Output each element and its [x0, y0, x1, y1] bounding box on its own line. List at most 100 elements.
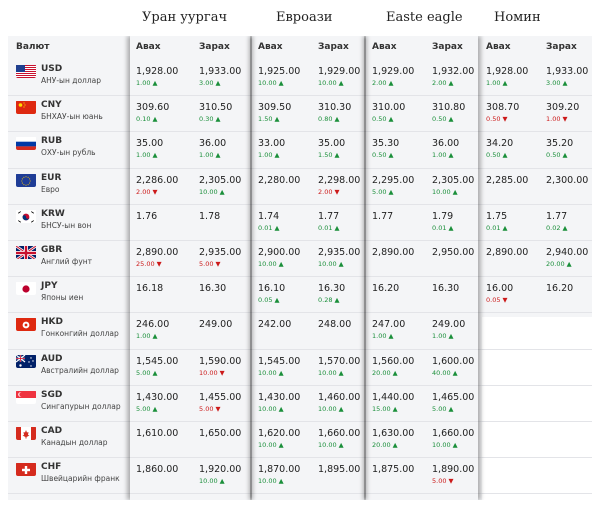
buy-change-wrap: 10.00 ▲ — [258, 369, 284, 377]
arrow-up-icon: ▲ — [450, 368, 458, 377]
buy-rate: 1.76 — [136, 210, 158, 222]
buy-rate: 1,929.00 — [372, 66, 415, 77]
arrow-down-icon: ▼ — [217, 368, 225, 377]
arrow-down-icon: ▼ — [500, 296, 508, 305]
buy-rate-change: 1.00 — [136, 332, 151, 341]
currency-row-rub: RUB ОХУ-ын рубль 35.00 1.00 ▲ 36.00 1.00 ▲ 33.… — [8, 132, 592, 169]
sell-rate-change: 10.00 — [432, 441, 451, 449]
currency-row-usd: USD АНУ-ын доллар 1,928.00 1.00 ▲ 1,933.00 3.… — [8, 60, 592, 97]
sell-rate-change: 5.00 — [199, 260, 214, 268]
sell-rate: 1,920.00 — [199, 464, 242, 476]
currency-row-chf: CHF Швейцарийн франк 1,860.00 1,920.00 10.00… — [8, 458, 592, 495]
sell-column-header: Зарах — [199, 42, 230, 52]
arrow-up-icon: ▲ — [276, 441, 284, 449]
buy-rate: 34.20 — [486, 138, 514, 150]
buy-rate-change: 0.50 — [486, 115, 501, 124]
buy-rate: 1.75 — [486, 210, 508, 222]
sell-rate-change: 1.00 — [432, 332, 447, 341]
buy-change-wrap: 0.05 ▲ — [258, 296, 280, 304]
buy-change-wrap: 2.00 ▼ — [136, 188, 158, 196]
arrow-up-icon: ▲ — [386, 115, 394, 124]
buy-rate: 1,430.00 — [258, 391, 301, 403]
arrow-down-icon: ▼ — [213, 260, 221, 268]
arrow-up-icon: ▲ — [500, 223, 508, 232]
sell-rate-change: 0.80 — [318, 115, 333, 124]
arrow-down-icon: ▼ — [560, 115, 568, 124]
arrow-up-icon: ▲ — [217, 187, 225, 196]
sell-rate: 2,940.00 — [546, 247, 589, 258]
buy-rate-change: 5.00 — [372, 187, 387, 196]
currency-name: Англий фунт — [41, 257, 93, 266]
sell-rate: 16.20 — [546, 283, 574, 295]
buy-rate: 1,860.00 — [136, 464, 179, 476]
arrow-up-icon: ▲ — [276, 260, 284, 268]
buy-rate-change: 0.50 — [372, 115, 387, 124]
arrow-up-icon: ▲ — [386, 332, 394, 341]
currency-row-aud: AUD Австралийн доллар 1,545.00 5.00 ▲ 1,590.… — [8, 350, 592, 386]
sell-rate: 1,890.00 — [432, 464, 475, 476]
buy-change-wrap: 1.00 ▲ — [372, 332, 394, 340]
buy-rate: 1,630.00 — [372, 428, 415, 439]
sell-change-wrap: 1.00 ▲ — [199, 151, 221, 159]
buy-rate-change: 20.00 — [372, 368, 391, 377]
arrow-up-icon: ▲ — [217, 477, 225, 486]
sell-change-wrap: 0.28 ▲ — [318, 296, 340, 304]
buy-change-wrap: 25.00 ▼ — [136, 260, 162, 268]
hkd-flag-icon — [16, 317, 36, 332]
sell-rate-change: 10.00 — [199, 187, 218, 196]
sell-change-wrap: 0.80 ▲ — [318, 115, 340, 123]
buy-rate: 2,890.00 — [136, 247, 179, 258]
buy-change-wrap: 1.50 ▲ — [258, 115, 280, 123]
buy-rate-change: 20.00 — [372, 441, 391, 449]
buy-change-wrap: 1.00 ▲ — [136, 332, 158, 340]
sell-rate: 2,298.00 — [318, 174, 361, 186]
currency-name: Швейцарийн франк — [41, 474, 120, 484]
buy-change-wrap: 0.50 ▼ — [486, 115, 508, 123]
sgd-flag-icon — [16, 390, 36, 404]
buy-change-wrap: 1.00 ▲ — [136, 151, 158, 159]
arrow-up-icon: ▲ — [150, 404, 158, 413]
sell-rate-change: 20.00 — [546, 260, 565, 268]
buy-rate-change: 0.01 — [258, 223, 273, 232]
buy-column-header: Авах — [258, 42, 283, 52]
sell-rate: 310.80 — [432, 102, 466, 114]
buy-rate-change: 0.01 — [486, 223, 501, 232]
buy-rate: 309.60 — [136, 102, 170, 114]
arrow-up-icon: ▲ — [276, 477, 284, 486]
sell-rate-change: 1.50 — [318, 151, 333, 160]
currency-code: GBR — [41, 245, 63, 255]
buy-rate-change: 10.00 — [258, 368, 277, 377]
arrow-down-icon: ▼ — [332, 187, 340, 196]
arrow-down-icon: ▼ — [446, 477, 454, 486]
buy-rate: 2,900.00 — [258, 247, 301, 258]
currency-name: Сингапурын доллар — [41, 401, 121, 411]
sell-change-wrap: 2.00 ▲ — [432, 79, 454, 87]
sell-change-wrap: 10.00 ▲ — [199, 477, 225, 485]
sell-rate: 1,929.00 — [318, 66, 361, 77]
buy-change-wrap: 1.00 ▲ — [486, 79, 508, 87]
buy-rate-change: 0.50 — [486, 151, 501, 160]
krw-flag-icon — [16, 209, 36, 223]
sell-column-header: Зарах — [432, 42, 463, 52]
currency-name: ОХУ-ын рубль — [41, 148, 96, 158]
buy-rate: 1,928.00 — [136, 66, 179, 77]
arrow-up-icon: ▲ — [450, 187, 458, 196]
sell-rate-change: 5.00 — [432, 404, 447, 413]
buy-rate: 1,610.00 — [136, 428, 179, 439]
sell-rate: 2,305.00 — [199, 174, 242, 186]
sell-change-wrap: 1.00 ▲ — [432, 332, 454, 340]
currency-row-cny: CNY БНХАУ-ын юань 309.60 0.10 ▲ 310.50 0.30 ▲… — [8, 96, 592, 133]
sell-rate: 1,455.00 — [199, 391, 242, 403]
currency-column-header: Валют — [16, 42, 50, 52]
sell-rate-change: 10.00 — [199, 368, 218, 377]
buy-rate-change: 1.00 — [486, 79, 501, 87]
arrow-up-icon: ▲ — [336, 260, 344, 268]
sell-rate: 2,935.00 — [199, 247, 242, 258]
cny-flag-icon — [16, 100, 36, 115]
arrow-up-icon: ▲ — [272, 115, 280, 124]
bank-title: Easte eagle — [386, 10, 463, 25]
sell-rate-change: 10.00 — [432, 187, 451, 196]
sell-column-header: Зарах — [318, 42, 349, 52]
buy-change-wrap: 10.00 ▲ — [258, 405, 284, 413]
sell-rate: 2,935.00 — [318, 247, 361, 258]
